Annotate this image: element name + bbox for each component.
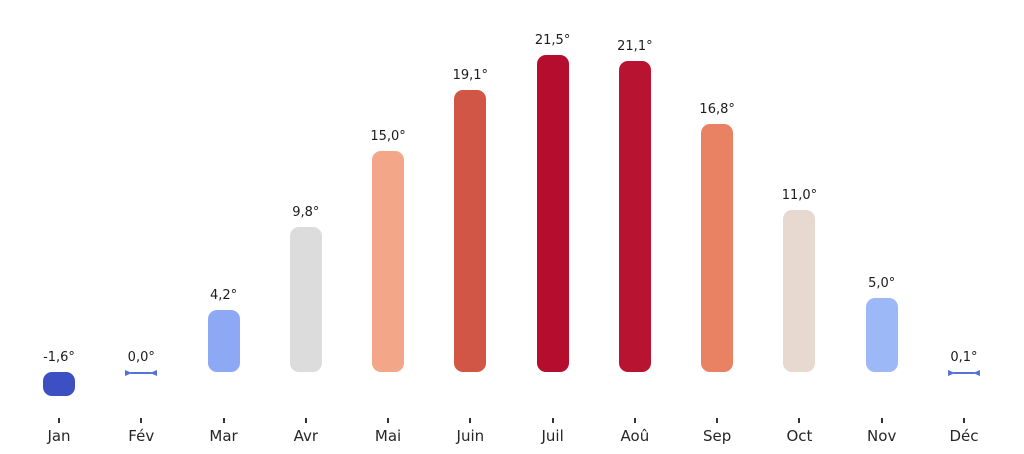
bar: [207, 310, 240, 372]
x-tick: [304, 418, 307, 423]
bar-value-label: 9,8°: [292, 205, 320, 221]
bar: [372, 150, 405, 372]
x-tick: [880, 418, 883, 423]
x-tick: [222, 418, 225, 423]
zero-bar-cap-right: [150, 370, 158, 376]
bar-near-zero: [125, 370, 158, 376]
x-axis-label: Avr: [293, 427, 319, 445]
zero-bar-cap-left: [947, 370, 955, 376]
x-axis-label: Jan: [47, 427, 71, 445]
bar: [783, 209, 816, 372]
bar: [865, 298, 898, 372]
bar: [536, 54, 569, 372]
x-tick: [716, 418, 719, 423]
x-axis-label: Sep: [703, 427, 732, 445]
x-tick: [798, 418, 801, 423]
bar-value-label: 4,2°: [209, 288, 238, 304]
bar-value-label: 21,1°: [617, 38, 653, 54]
x-axis-label: Fév: [128, 427, 155, 445]
zero-bar-cap-right: [972, 370, 980, 376]
bar-value-label: 19,1°: [452, 68, 489, 84]
bar-value-label: 21,5°: [534, 32, 571, 48]
x-tick: [140, 418, 143, 423]
bar: [43, 372, 75, 396]
x-axis-label: Nov: [867, 427, 897, 445]
x-axis-label: Aoû: [620, 427, 650, 445]
x-axis-label: Mar: [209, 427, 238, 445]
bar-value-label: 0,1°: [950, 350, 978, 365]
x-axis-label: Déc: [949, 427, 979, 445]
bar-value-label: 0,0°: [127, 350, 155, 365]
x-tick: [962, 418, 965, 423]
bar-value-label: 16,8°: [699, 102, 735, 118]
x-tick: [387, 418, 390, 423]
zero-bar-line: [130, 372, 153, 374]
bar-value-label: 15,0°: [370, 128, 406, 144]
x-axis-label: Oct: [786, 427, 813, 445]
x-axis-label: Juin: [456, 427, 485, 445]
x-tick: [469, 418, 472, 423]
zero-bar-cap-left: [125, 370, 133, 376]
bar-near-zero: [947, 370, 980, 376]
x-tick: [633, 418, 636, 423]
bar: [701, 124, 734, 372]
zero-bar-line: [952, 372, 975, 374]
bar: [289, 227, 322, 372]
x-tick: [551, 418, 554, 423]
x-axis-label: Juil: [541, 427, 564, 445]
bar-value-label: 11,0°: [781, 187, 818, 203]
bar-value-label: -1,6°: [43, 350, 75, 365]
x-axis-label: Mai: [374, 427, 402, 445]
bar-value-label: 5,0°: [868, 276, 896, 292]
bar: [454, 90, 487, 372]
x-tick: [58, 418, 60, 423]
bar: [618, 60, 651, 372]
